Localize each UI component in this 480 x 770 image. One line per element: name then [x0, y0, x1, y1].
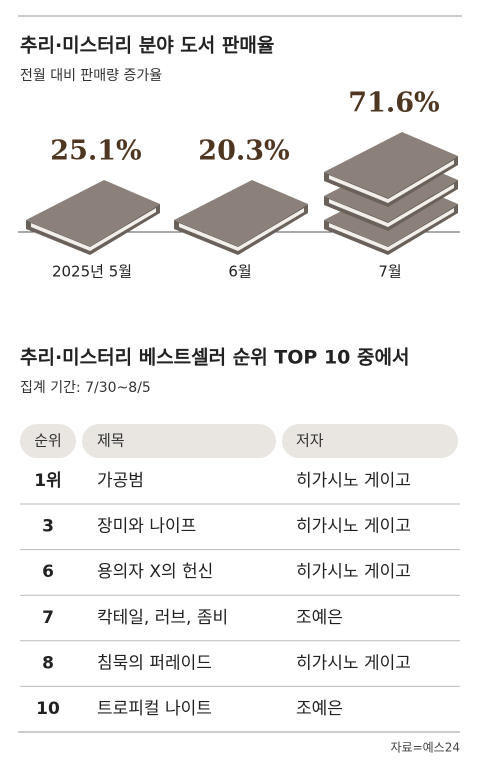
table-subtitle: 집계 기간: 7/30~8/5: [20, 380, 151, 396]
header-cell: [282, 424, 458, 458]
author: 조예은: [296, 608, 343, 628]
book-stack: [174, 180, 308, 255]
source: 자료=예스24: [391, 741, 461, 755]
rank: 8: [42, 653, 54, 673]
book-stack: [324, 132, 458, 255]
header-rank: 순위: [34, 432, 62, 450]
author: 히가시노 게이고: [296, 517, 411, 537]
book-title: 가공범: [97, 471, 144, 491]
rank: 7: [42, 608, 54, 628]
value-label: 20.3%: [198, 136, 289, 167]
rank: 6: [42, 562, 54, 582]
header-cell: [82, 424, 276, 458]
author: 히가시노 게이고: [296, 653, 411, 673]
rank: 10: [36, 699, 60, 719]
header-cell: [20, 424, 76, 458]
book-cover-back: [324, 156, 458, 207]
book-cover-back: [26, 204, 160, 255]
book-cover-back: [174, 204, 308, 255]
book-cover: [324, 132, 458, 198]
book-cover: [26, 180, 160, 246]
value-label: 71.6%: [348, 88, 439, 119]
author: 조예은: [296, 699, 343, 719]
author: 히가시노 게이고: [296, 562, 411, 582]
rank: 3: [42, 517, 54, 537]
book-title: 용의자 X의 헌신: [97, 562, 213, 582]
table-title: 추리·미스터리 베스트셀러 순위 TOP 10 중에서: [20, 347, 409, 369]
rank: 1위: [34, 471, 61, 491]
chart-subtitle: 전월 대비 판매량 증가율: [20, 68, 162, 84]
book-title: 침묵의 퍼레이드: [97, 653, 212, 673]
book-cover: [174, 180, 308, 246]
category-label: 7월: [378, 263, 401, 281]
author: 히가시노 게이고: [296, 471, 411, 491]
value-label: 25.1%: [50, 136, 141, 167]
category-label: 2025년 5월: [52, 263, 132, 281]
book-title: 트로피컬 나이트: [97, 699, 212, 719]
header-author: 저자: [296, 432, 324, 450]
book-stack: [26, 180, 160, 255]
book-title: 장미와 나이프: [97, 517, 196, 537]
book-cover-back: [324, 204, 458, 255]
book-cover-back: [324, 180, 458, 231]
book-title: 칵테일, 러브, 좀비: [97, 608, 228, 628]
chart-title: 추리·미스터리 분야 도서 판매율: [20, 35, 274, 57]
category-label: 6월: [228, 263, 251, 281]
header-title: 제목: [97, 432, 125, 450]
book-chart: 25.1% 2025년 5월 20.3% 6월 71.6% 7월: [26, 88, 458, 281]
